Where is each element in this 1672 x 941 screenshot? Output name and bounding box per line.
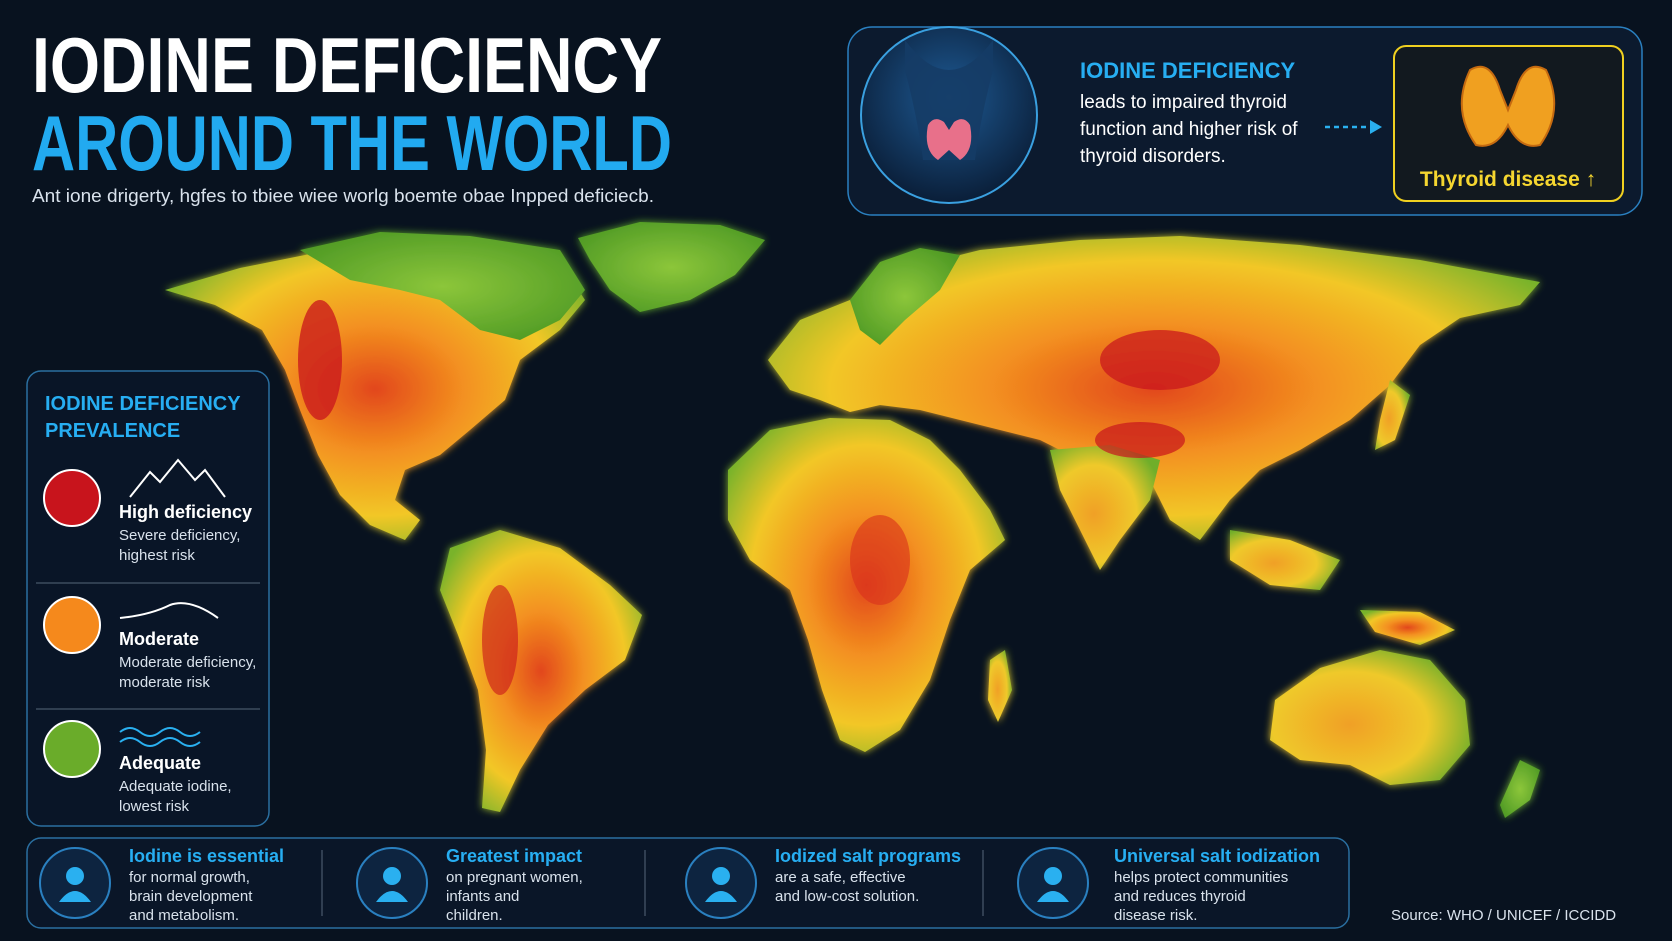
japan bbox=[1375, 380, 1410, 450]
new-zealand bbox=[1500, 760, 1540, 818]
arrow-head bbox=[1370, 120, 1382, 134]
legend-desc: Adequate iodine, bbox=[119, 778, 232, 795]
callout-line: thyroid disorders. bbox=[1080, 146, 1226, 167]
fact-title: Greatest impact bbox=[446, 846, 582, 866]
greenland bbox=[578, 222, 765, 312]
source: Source: WHO / UNICEF / ICCIDD bbox=[1391, 907, 1616, 924]
fact-line: for normal growth, bbox=[129, 869, 250, 886]
fact-icon-glyph bbox=[712, 867, 730, 885]
australia bbox=[1270, 650, 1470, 785]
fact-icon-glyph bbox=[376, 891, 408, 902]
fact-title: Iodized salt programs bbox=[775, 846, 961, 866]
world-map bbox=[165, 222, 1540, 818]
legend-swatch bbox=[43, 596, 101, 654]
legend-swatch bbox=[43, 469, 101, 527]
legend-label: Moderate bbox=[119, 629, 199, 649]
fact-title: Universal salt iodization bbox=[1114, 846, 1320, 866]
callout: IODINE DEFICIENCY leads to impaired thyr… bbox=[847, 26, 1643, 216]
fact-icon-glyph bbox=[66, 867, 84, 885]
legend-swatch bbox=[43, 720, 101, 778]
legend-title: PREVALENCE bbox=[45, 420, 180, 442]
title-line1: IODINE DEFICIENCY bbox=[32, 21, 662, 109]
thyroid-icon bbox=[926, 119, 972, 160]
fact-icon-glyph bbox=[59, 891, 91, 902]
fact-line: children. bbox=[446, 907, 503, 924]
legend-label: High deficiency bbox=[119, 502, 252, 522]
legend-desc: lowest risk bbox=[119, 798, 190, 815]
fact-title: Iodine is essential bbox=[129, 846, 284, 866]
hotspot bbox=[850, 515, 910, 605]
legend-desc: Severe deficiency, bbox=[119, 527, 240, 544]
mountain-icon bbox=[129, 458, 226, 498]
title-line2: AROUND THE WORLD bbox=[32, 99, 672, 187]
subtitle: Ant ione drigerty, hgfes to tbiee wiee w… bbox=[32, 186, 654, 206]
fact-line: disease risk. bbox=[1114, 907, 1197, 924]
legend-desc: moderate risk bbox=[119, 674, 210, 691]
fact-line: and low-cost solution. bbox=[775, 888, 919, 905]
hotspot bbox=[1100, 330, 1220, 390]
fact-line: are a safe, effective bbox=[775, 869, 906, 886]
papua bbox=[1360, 610, 1455, 645]
callout-line: leads to impaired thyroid bbox=[1080, 92, 1287, 113]
fact-line: and reduces thyroid bbox=[1114, 888, 1246, 905]
fact-line: brain development bbox=[129, 888, 253, 905]
southeast-asia bbox=[1230, 530, 1340, 590]
canada-north bbox=[300, 232, 585, 340]
india bbox=[1050, 445, 1160, 570]
legend-desc: Moderate deficiency, bbox=[119, 654, 256, 671]
madagascar bbox=[988, 650, 1012, 722]
hotspot bbox=[298, 300, 342, 420]
neck bbox=[905, 40, 993, 160]
fact-line: and metabolism. bbox=[129, 907, 239, 924]
fact-icon-glyph bbox=[705, 891, 737, 902]
fact-line: on pregnant women, bbox=[446, 869, 583, 886]
callout-line: function and higher risk of bbox=[1080, 119, 1298, 140]
badge-text: Thyroid disease ↑ bbox=[1420, 168, 1596, 191]
fact-icon-glyph bbox=[383, 867, 401, 885]
thyroid-badge-icon bbox=[1460, 65, 1556, 147]
hill-icon bbox=[119, 602, 219, 619]
legend-desc: highest risk bbox=[119, 547, 195, 564]
fact-line: helps protect communities bbox=[1114, 869, 1288, 886]
legend-label: Adequate bbox=[119, 753, 201, 773]
hotspot bbox=[482, 585, 518, 695]
fact-line: infants and bbox=[446, 888, 519, 905]
fact-icon-glyph bbox=[1037, 891, 1069, 902]
scandinavia bbox=[850, 248, 960, 345]
callout-heading: IODINE DEFICIENCY bbox=[1080, 58, 1295, 83]
hotspot bbox=[1095, 422, 1185, 458]
fact-icon-glyph bbox=[1044, 867, 1062, 885]
legend-title: IODINE DEFICIENCY bbox=[45, 393, 241, 415]
wave-icon bbox=[119, 727, 201, 747]
